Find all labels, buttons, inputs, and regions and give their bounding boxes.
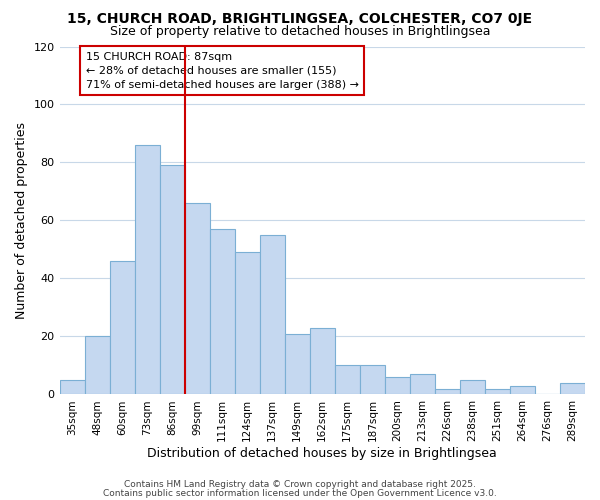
Bar: [335, 366, 360, 394]
Bar: [510, 386, 535, 394]
Bar: [435, 388, 460, 394]
Bar: [485, 388, 510, 394]
Bar: [310, 328, 335, 394]
Bar: [134, 145, 160, 394]
Bar: [59, 380, 85, 394]
Text: Size of property relative to detached houses in Brightlingsea: Size of property relative to detached ho…: [110, 25, 490, 38]
Text: 15, CHURCH ROAD, BRIGHTLINGSEA, COLCHESTER, CO7 0JE: 15, CHURCH ROAD, BRIGHTLINGSEA, COLCHEST…: [67, 12, 533, 26]
Text: Contains public sector information licensed under the Open Government Licence v3: Contains public sector information licen…: [103, 488, 497, 498]
X-axis label: Distribution of detached houses by size in Brightlingsea: Distribution of detached houses by size …: [148, 447, 497, 460]
Bar: [385, 377, 410, 394]
Bar: [460, 380, 485, 394]
Text: Contains HM Land Registry data © Crown copyright and database right 2025.: Contains HM Land Registry data © Crown c…: [124, 480, 476, 489]
Bar: [360, 366, 385, 394]
Bar: [285, 334, 310, 394]
Bar: [410, 374, 435, 394]
Bar: [185, 203, 209, 394]
Bar: [85, 336, 110, 394]
Bar: [235, 252, 260, 394]
Y-axis label: Number of detached properties: Number of detached properties: [15, 122, 28, 319]
Bar: [160, 166, 185, 394]
Bar: [110, 261, 134, 394]
Bar: [560, 383, 585, 394]
Bar: [260, 235, 285, 394]
Text: 15 CHURCH ROAD: 87sqm
← 28% of detached houses are smaller (155)
71% of semi-det: 15 CHURCH ROAD: 87sqm ← 28% of detached …: [86, 52, 359, 90]
Bar: [209, 229, 235, 394]
